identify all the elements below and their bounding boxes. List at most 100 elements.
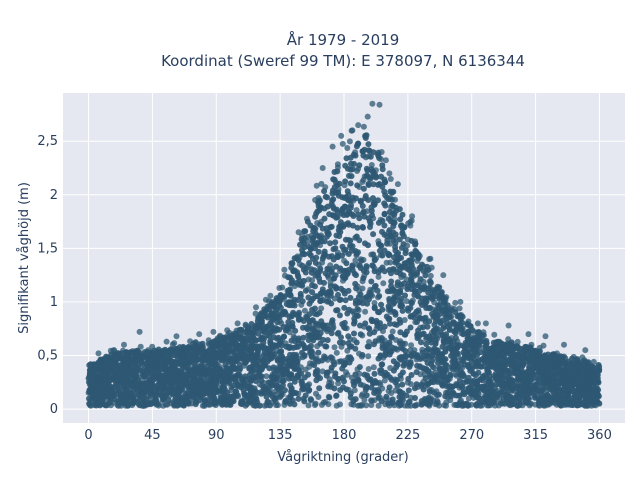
data-point <box>468 358 475 365</box>
data-point <box>364 113 371 120</box>
data-point <box>110 365 117 372</box>
data-point <box>308 342 314 349</box>
data-point <box>397 329 404 336</box>
data-point <box>145 358 151 365</box>
data-point <box>449 366 456 373</box>
data-point <box>341 378 347 385</box>
data-point <box>345 208 352 215</box>
data-point <box>355 376 362 383</box>
data-point <box>231 376 238 383</box>
data-point <box>490 351 497 358</box>
data-point <box>205 401 212 408</box>
data-point <box>172 401 179 408</box>
data-point <box>365 181 372 187</box>
data-point <box>95 359 102 366</box>
data-point <box>321 279 327 286</box>
data-point <box>453 323 460 330</box>
data-point <box>360 275 367 282</box>
data-point <box>363 264 370 271</box>
data-point <box>321 238 328 245</box>
data-point <box>122 370 129 377</box>
data-point <box>312 230 319 237</box>
data-point <box>306 260 313 266</box>
data-point <box>364 343 371 350</box>
data-point <box>471 341 478 348</box>
data-point <box>200 356 207 363</box>
data-point <box>388 333 395 340</box>
data-point <box>269 310 276 317</box>
data-point <box>569 377 576 384</box>
data-point <box>450 390 457 397</box>
data-point <box>427 372 433 379</box>
data-point <box>491 331 498 338</box>
data-point <box>373 317 380 324</box>
data-point <box>392 231 399 238</box>
data-point <box>530 385 537 392</box>
data-point <box>381 377 388 384</box>
data-point <box>414 362 421 369</box>
data-point <box>399 211 406 218</box>
data-point <box>579 354 586 361</box>
data-point <box>298 236 305 243</box>
data-point <box>244 380 251 387</box>
data-point <box>418 381 425 388</box>
data-point <box>497 359 504 366</box>
data-point <box>315 239 321 246</box>
data-point <box>295 395 302 402</box>
data-point <box>375 389 382 395</box>
data-point <box>362 240 368 247</box>
data-point <box>341 195 348 201</box>
data-point <box>347 390 354 397</box>
data-point <box>254 317 261 324</box>
chart-title-line1: År 1979 - 2019 <box>287 30 400 49</box>
data-point <box>353 272 359 279</box>
data-point <box>309 277 316 284</box>
data-point <box>316 385 323 392</box>
data-point <box>418 339 424 346</box>
data-point <box>277 340 284 347</box>
data-point <box>486 373 493 380</box>
data-point <box>465 374 472 381</box>
data-point <box>370 181 377 188</box>
data-point <box>381 222 388 229</box>
data-point <box>367 153 374 160</box>
data-point <box>330 324 337 331</box>
data-point <box>121 392 128 399</box>
data-point <box>363 165 370 172</box>
data-point <box>357 198 364 205</box>
data-point <box>395 250 402 256</box>
data-point <box>385 250 391 257</box>
data-point <box>127 389 134 396</box>
data-point <box>520 360 526 367</box>
data-point <box>272 314 279 321</box>
data-point <box>354 306 361 312</box>
data-point <box>347 154 354 161</box>
data-point <box>139 353 146 360</box>
data-point <box>300 318 307 324</box>
data-point <box>379 228 385 235</box>
data-point <box>283 301 290 308</box>
data-point <box>313 182 320 189</box>
data-point <box>159 373 166 380</box>
data-point <box>282 387 288 394</box>
data-point <box>368 204 375 211</box>
data-point <box>264 323 271 330</box>
data-point <box>544 380 551 387</box>
data-point <box>595 362 602 368</box>
data-point <box>577 377 584 384</box>
data-point <box>242 373 249 380</box>
data-point <box>208 339 215 346</box>
data-point <box>385 316 392 322</box>
data-point <box>370 199 377 206</box>
data-point <box>324 272 331 279</box>
data-point <box>289 397 296 404</box>
data-point <box>255 330 262 337</box>
data-point <box>331 385 338 392</box>
data-point <box>536 397 543 404</box>
data-point <box>233 388 240 395</box>
data-point <box>317 375 323 382</box>
data-point <box>326 394 333 401</box>
data-point <box>422 375 429 382</box>
data-point <box>361 371 368 378</box>
data-point <box>345 340 352 347</box>
